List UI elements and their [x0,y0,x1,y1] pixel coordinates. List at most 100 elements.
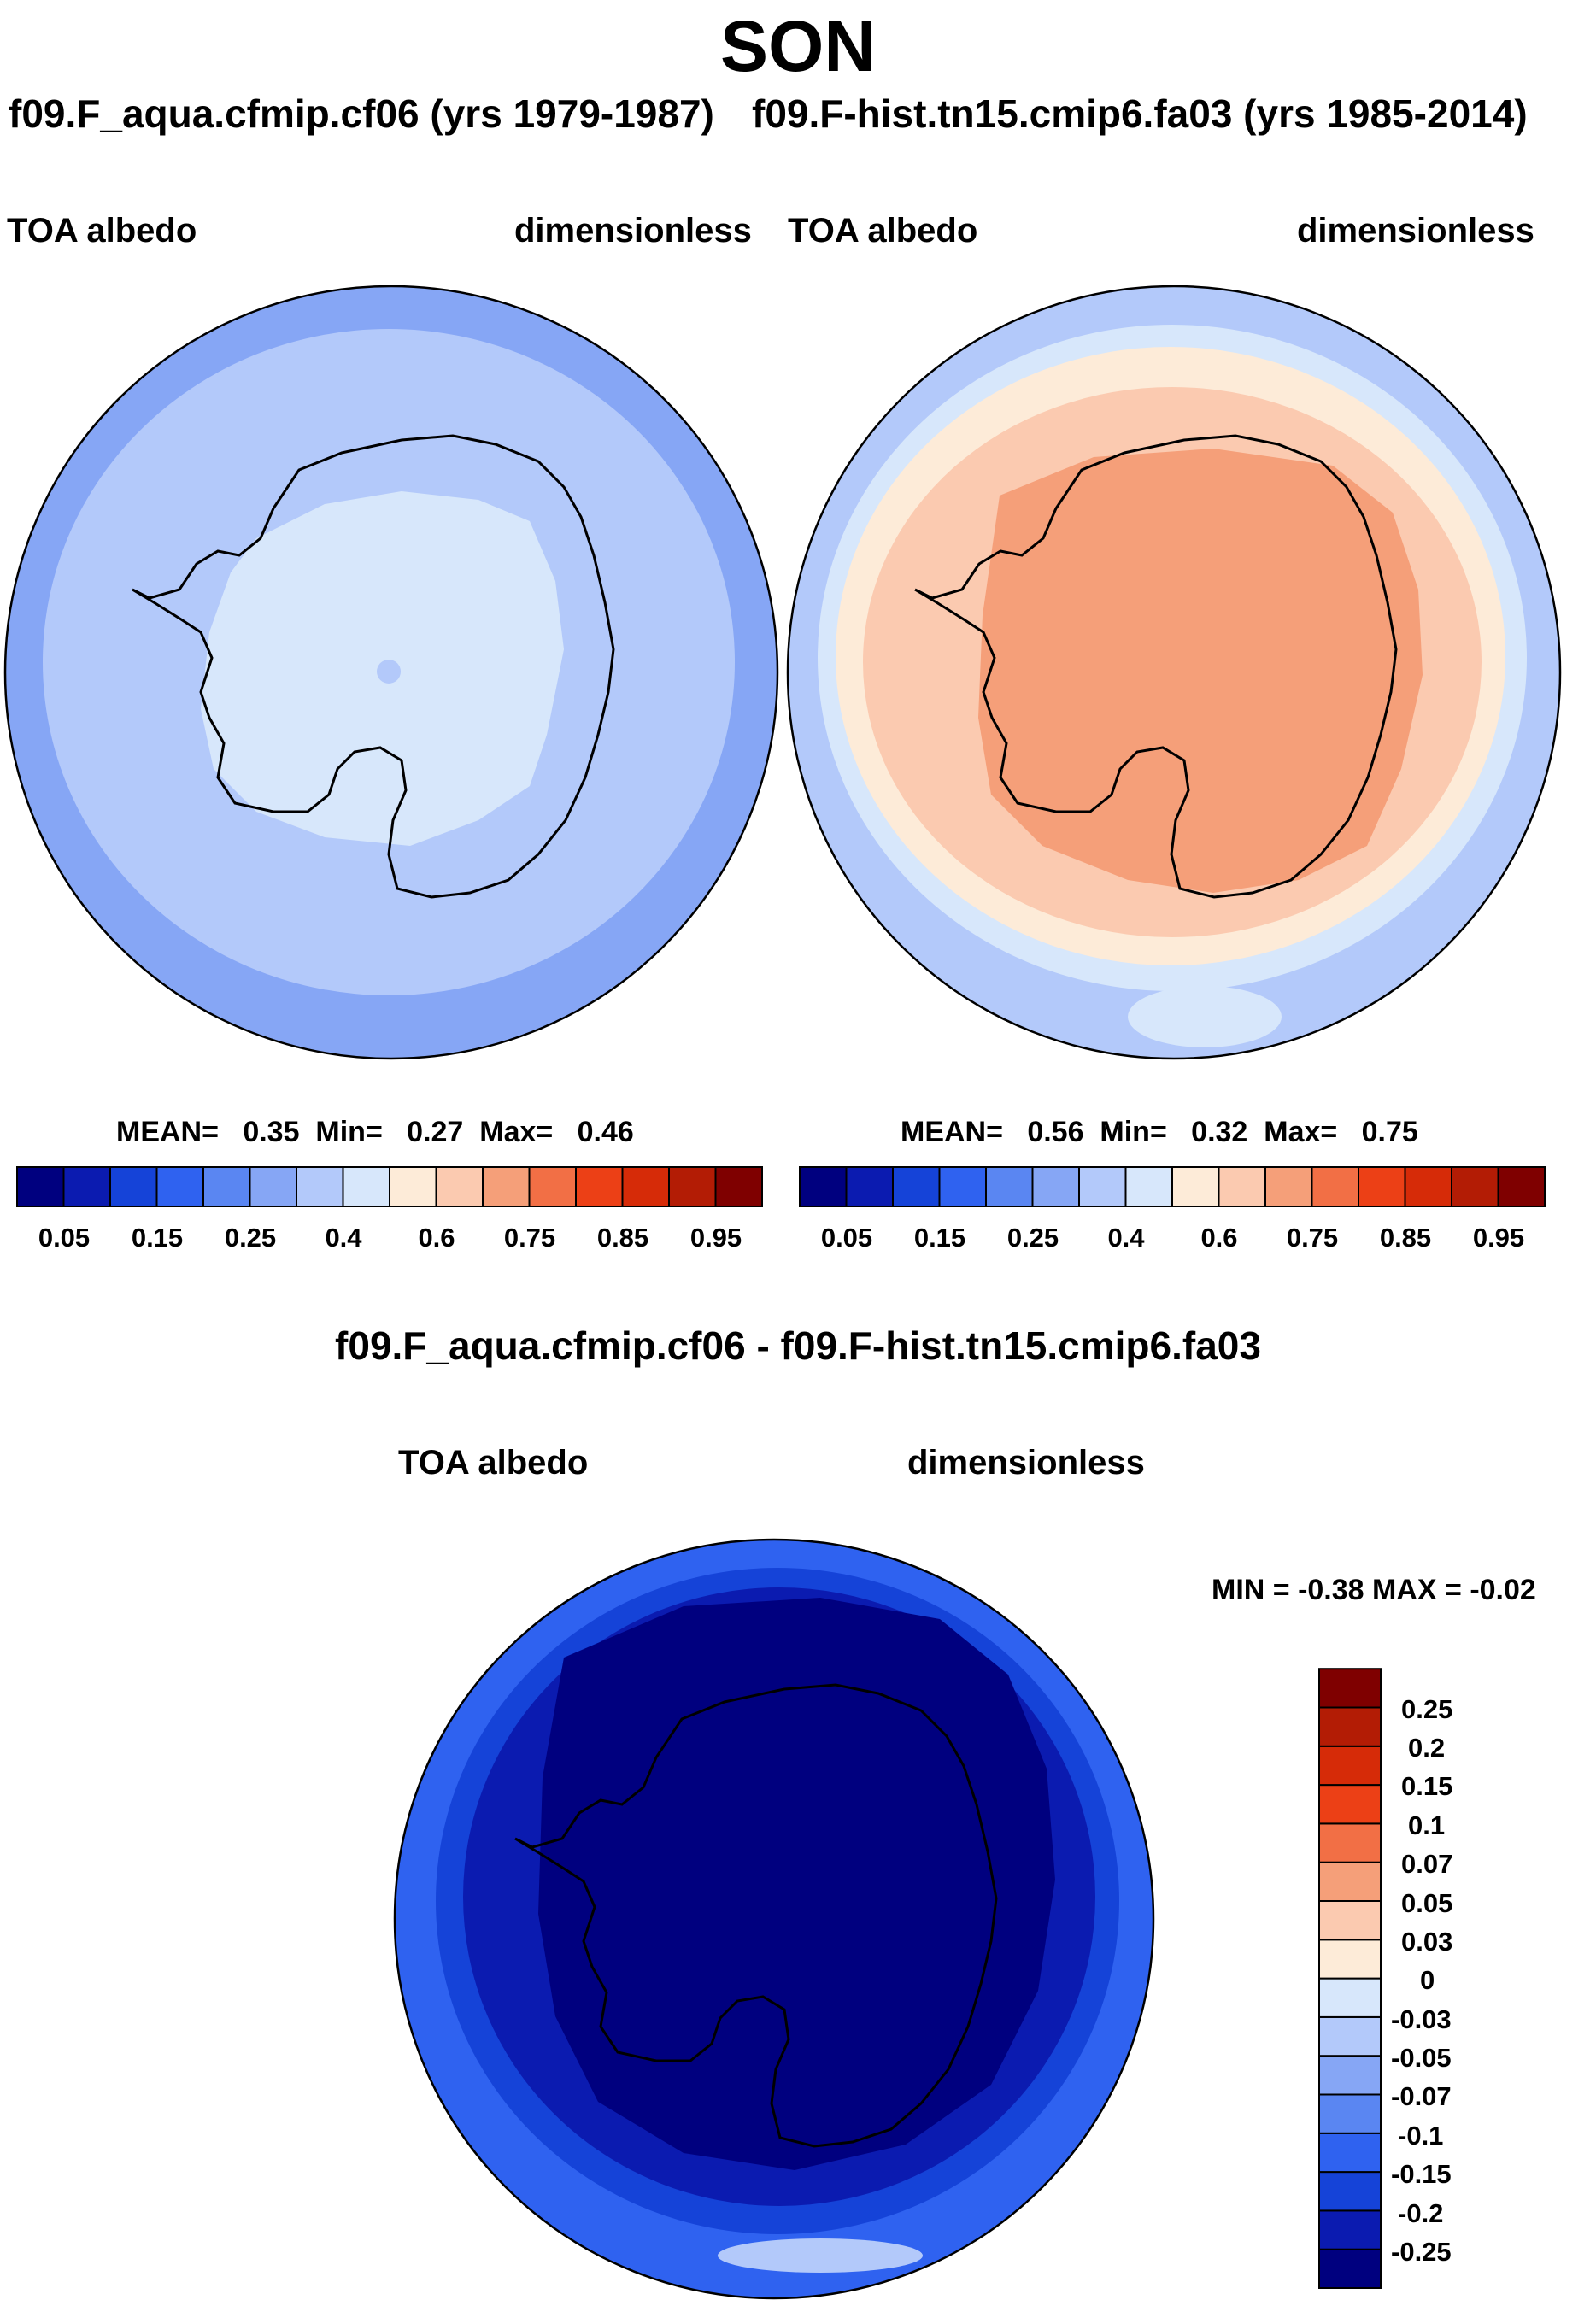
diff-min-max: MIN = -0.38 MAX = -0.02 [1212,1574,1536,1606]
left-map [3,285,779,1060]
left-case-title: f09.F_aqua.cfmip.cf06 (yrs 1979-1987) [9,91,714,136]
diff-map [393,1538,1155,2300]
colorbar-swatch [1031,1166,1080,1207]
colorbar-swatch [1318,2132,1382,2174]
colorbar-swatch [1078,1166,1127,1207]
diff-cb-label: 0.25 [1401,1694,1453,1724]
diff-cb-label: 0 [1420,1965,1435,1995]
left-colorbar [16,1166,763,1207]
left-cb-label: 0.6 [418,1223,455,1253]
colorbar-swatch [482,1166,531,1207]
right-cb-label: 0.95 [1472,1223,1525,1253]
colorbar-swatch [62,1166,111,1207]
colorbar-swatch [1451,1166,1499,1207]
colorbar-swatch [1311,1166,1359,1207]
diff-cb-label: 0.15 [1401,1771,1453,1801]
main-title: SON [719,6,877,86]
left-map-border [3,285,779,1060]
colorbar-swatch [109,1166,158,1207]
colorbar-swatch [621,1166,670,1207]
diff-map-band [538,1598,1055,2170]
diff-cb-label: -0.1 [1398,2121,1444,2150]
right-stats: MEAN= 0.56 Min= 0.32 Max= 0.75 [901,1116,1418,1148]
colorbar-swatch [249,1166,297,1207]
left-cb-label: 0.85 [596,1223,649,1253]
right-cb-label: 0.6 [1200,1223,1238,1253]
left-map-band [377,660,401,684]
colorbar-swatch [1318,1706,1382,1747]
colorbar-swatch [155,1166,204,1207]
colorbar-swatch [1318,2171,1382,2212]
right-cb-label: 0.05 [820,1223,873,1253]
right-units-label: dimensionless [1297,212,1534,249]
diff-cb-label: -0.15 [1391,2159,1452,2189]
colorbar-swatch [435,1166,484,1207]
left-cb-label: 0.05 [38,1223,91,1253]
diff-map-patch [718,2238,923,2273]
right-case-title: f09.F-hist.tn15.cmip6.fa03 (yrs 1985-201… [752,91,1528,136]
colorbar-swatch [1318,1900,1382,1941]
left-units-label: dimensionless [514,212,752,249]
diff-cb-label: 0.2 [1408,1733,1446,1763]
right-cb-label: 0.15 [913,1223,966,1253]
colorbar-swatch [1218,1166,1266,1207]
diff-cb-label: 0.03 [1401,1927,1453,1957]
right-cb-label: 0.25 [1006,1223,1059,1253]
left-cb-label: 0.95 [689,1223,742,1253]
right-map [786,285,1562,1060]
colorbar-swatch [799,1166,848,1207]
colorbar-swatch [1318,1822,1382,1863]
right-map-border [786,285,1562,1060]
colorbar-swatch [1318,2015,1382,2057]
colorbar-swatch [938,1166,987,1207]
left-cb-label: 0.15 [131,1223,184,1253]
diff-case-title: f09.F_aqua.cfmip.cf06 - f09.F-hist.tn15.… [335,1323,1261,1368]
right-map-patch [1128,986,1282,1047]
colorbar-swatch [1318,1668,1382,1709]
diff-variable-label: TOA albedo [398,1444,589,1482]
colorbar-swatch [1358,1166,1406,1207]
colorbar-swatch [389,1166,437,1207]
colorbar-swatch [1318,2248,1382,2289]
colorbar-swatch [1318,2209,1382,2250]
colorbar-swatch [1497,1166,1546,1207]
colorbar-swatch [1318,1784,1382,1825]
left-stats: MEAN= 0.35 Min= 0.27 Max= 0.46 [116,1116,634,1148]
diff-cb-label: -0.25 [1391,2237,1452,2267]
colorbar-swatch [985,1166,1034,1207]
colorbar-swatch [1264,1166,1313,1207]
colorbar-swatch [575,1166,624,1207]
right-cb-label: 0.4 [1107,1223,1145,1253]
colorbar-swatch [1318,1745,1382,1787]
diff-cb-label: 0.05 [1401,1888,1453,1918]
right-map-band [978,449,1423,893]
colorbar-swatch [296,1166,344,1207]
colorbar-swatch [892,1166,941,1207]
right-variable-label: TOA albedo [788,212,978,249]
diff-cb-label: -0.05 [1391,2043,1452,2073]
diff-colorbar [1318,1668,1382,2289]
colorbar-swatch [16,1166,65,1207]
colorbar-swatch [1318,2093,1382,2134]
colorbar-swatch [1318,1861,1382,1902]
diff-units-label: dimensionless [907,1444,1145,1482]
right-cb-label: 0.75 [1286,1223,1339,1253]
colorbar-swatch [714,1166,763,1207]
left-cb-label: 0.25 [224,1223,277,1253]
left-cb-label: 0.4 [325,1223,362,1253]
colorbar-swatch [1124,1166,1173,1207]
colorbar-swatch [1318,2055,1382,2096]
diff-cb-label: 0.07 [1401,1849,1453,1879]
right-colorbar [799,1166,1546,1207]
right-cb-label: 0.85 [1379,1223,1432,1253]
left-cb-label: 0.75 [503,1223,556,1253]
colorbar-swatch [845,1166,894,1207]
diff-cb-label: -0.07 [1391,2081,1452,2111]
colorbar-swatch [342,1166,390,1207]
colorbar-swatch [1318,1939,1382,1980]
colorbar-swatch [1171,1166,1220,1207]
colorbar-swatch [1404,1166,1452,1207]
left-variable-label: TOA albedo [7,212,197,249]
diff-map-border [393,1538,1155,2300]
